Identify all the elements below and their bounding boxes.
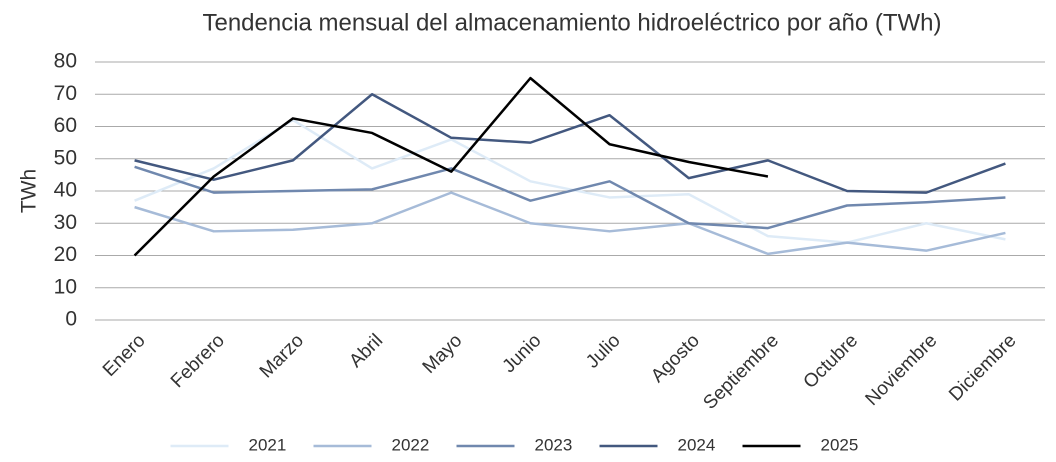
x-tick-label: Abril: [345, 330, 387, 372]
x-tick-label: Agosto: [647, 330, 704, 387]
series-line: [134, 165, 1006, 230]
legend-label: 2022: [392, 435, 430, 454]
y-tick-label: 10: [54, 275, 77, 298]
x-tick-label: Febrero: [167, 330, 229, 392]
chart-title: Tendencia mensual del almacenamiento hid…: [202, 9, 941, 36]
y-tick-label: 80: [54, 50, 77, 73]
y-tick-label: 40: [54, 179, 77, 202]
x-tick-label: Noviembre: [862, 330, 942, 410]
legend-label: 2025: [821, 435, 859, 454]
y-tick-label: 60: [54, 114, 77, 137]
x-tick-label: Julio: [582, 330, 624, 372]
x-tick-label: Marzo: [256, 330, 308, 382]
x-tick-label: Septiembre: [699, 330, 783, 414]
x-tick-label: Enero: [99, 330, 150, 381]
y-tick-label: 20: [54, 243, 77, 266]
series-line: [134, 93, 1006, 194]
legend-label: 2024: [678, 435, 716, 454]
y-tick-label: 0: [65, 308, 77, 331]
y-axis-label: TWh: [18, 169, 41, 213]
y-tick-label: 70: [54, 82, 77, 105]
legend-label: 2023: [535, 435, 573, 454]
legend-label: 2021: [249, 435, 287, 454]
series-line: [134, 191, 1006, 256]
x-tick-label: Diciembre: [945, 330, 1020, 405]
x-tick-label: Octubre: [800, 330, 863, 393]
series-line: [133, 76, 769, 257]
x-tick-label: Junio: [499, 330, 546, 377]
x-tick-label: Mayo: [419, 330, 467, 378]
y-tick-label: 30: [54, 211, 77, 234]
y-tick-label: 50: [54, 146, 77, 169]
